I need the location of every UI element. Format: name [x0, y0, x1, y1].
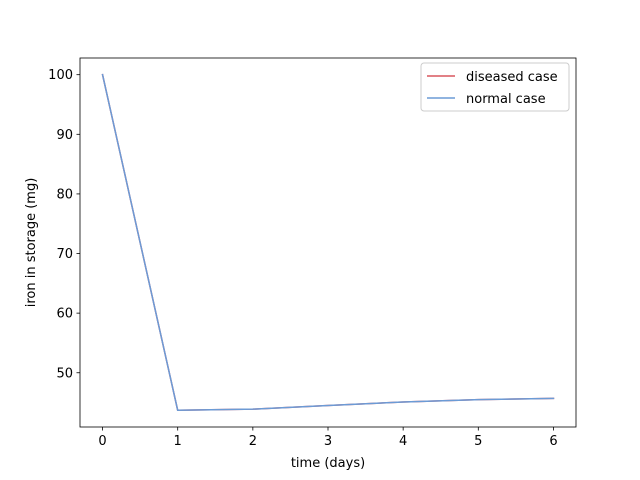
legend: diseased case normal case — [420, 62, 570, 112]
y-axis-label: iron in storage (mg) — [24, 178, 39, 308]
x-tick-label: 3 — [324, 434, 332, 449]
y-tick-label: 80 — [56, 187, 73, 202]
y-tick-label: 70 — [56, 247, 73, 262]
x-axis-label: time (days) — [291, 456, 365, 471]
x-tick-label: 0 — [98, 434, 106, 449]
y-tick-label: 100 — [48, 68, 73, 83]
legend-label-normal: normal case — [466, 92, 546, 107]
y-tick-label: 90 — [56, 128, 73, 143]
plot-frame — [79, 57, 577, 428]
x-tick-label: 6 — [549, 434, 557, 449]
x-tick-label: 4 — [399, 434, 407, 449]
y-tick-label: 60 — [56, 307, 73, 322]
y-tick-label: 50 — [56, 366, 73, 381]
legend-label-diseased: diseased case — [466, 70, 558, 85]
x-tick-label: 1 — [174, 434, 182, 449]
plot-area — [80, 58, 576, 427]
legend-box — [420, 62, 570, 112]
x-tick-label: 2 — [249, 434, 257, 449]
x-tick-label: 5 — [474, 434, 482, 449]
series-line-normal — [101, 73, 555, 412]
series-layer — [101, 73, 555, 412]
tick-layer: 0 1 2 3 4 5 6 50 60 70 80 90 100 — [48, 68, 557, 449]
